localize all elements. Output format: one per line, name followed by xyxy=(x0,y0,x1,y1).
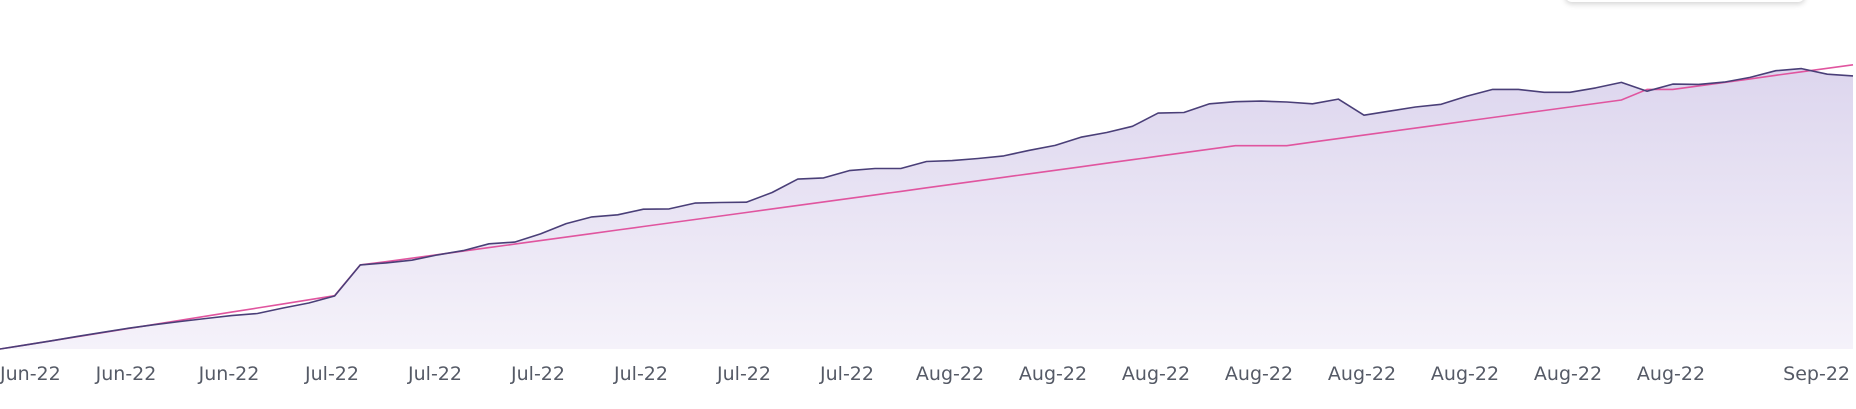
x-tick-label: Aug-22 xyxy=(1122,363,1190,385)
x-tick-label: Aug-22 xyxy=(1534,363,1602,385)
x-tick-label: Jul-22 xyxy=(613,363,668,385)
x-tick-label: Aug-22 xyxy=(1637,363,1705,385)
x-tick-label: Aug-22 xyxy=(1225,363,1293,385)
area-fill xyxy=(0,68,1853,349)
x-tick-label: Aug-22 xyxy=(1019,363,1087,385)
x-tick-label: Jun-22 xyxy=(0,363,61,385)
x-tick-label: Sep-22 xyxy=(1783,363,1850,385)
x-tick-label: Jun-22 xyxy=(95,363,157,385)
legend-box xyxy=(1565,0,1805,2)
x-tick-label: Aug-22 xyxy=(1328,363,1396,385)
x-tick-label: Jul-22 xyxy=(304,363,359,385)
x-tick-label: Jul-22 xyxy=(716,363,771,385)
series-layer xyxy=(0,64,1854,350)
x-tick-label: Jun-22 xyxy=(198,363,260,385)
x-tick-label: Jul-22 xyxy=(510,363,565,385)
x-axis-ticks: Jun-22 Jun-22 Jun-22 Jul-22 Jul-22 Jul-22 Jul-… xyxy=(0,363,1850,385)
x-tick-label: Aug-22 xyxy=(1431,363,1499,385)
x-tick-label: Aug-22 xyxy=(916,363,984,385)
x-tick-label: Jul-22 xyxy=(819,363,874,385)
trend-line xyxy=(0,64,1854,350)
area-series-line xyxy=(0,67,1854,350)
x-tick-label: Jul-22 xyxy=(407,363,462,385)
